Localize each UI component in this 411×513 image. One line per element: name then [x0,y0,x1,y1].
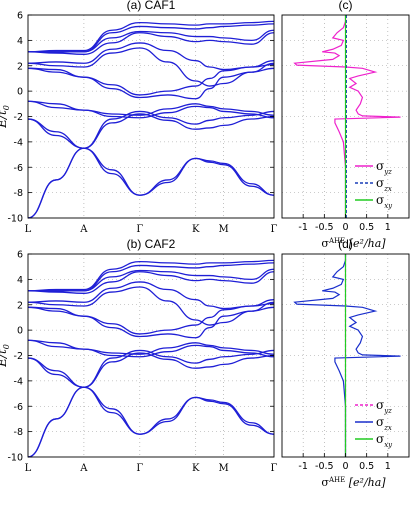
k-point-label: K [192,463,200,474]
k-point-label: Γ [136,463,143,474]
x-tick-label: 0 [342,461,348,472]
x-tick-label: -0.5 [315,461,334,472]
panel-a-band-structure: 6 4 2 0 -2 -4 -6 -8 -10L A Γ K M Γ (a) CAF1 E/t0 [0,0,278,235]
x-tick-label: 0 [342,222,348,233]
k-point-label: Γ [271,463,278,474]
band-line [27,259,275,292]
k-point-label: A [79,224,88,235]
panel-title: (d) [338,237,353,251]
y-tick-label: -4 [14,376,23,387]
band-line [27,23,275,53]
k-point-label: A [79,463,88,474]
band-line [27,349,275,388]
legend-entry-zx: σzx [376,415,392,432]
panel-title: (a) CAF1 [127,0,176,12]
y-axis-label-text: E/t0 [0,105,11,129]
y-tick-label: -2 [14,351,23,362]
band-line [27,339,275,358]
k-point-label: L [25,224,32,235]
y-tick-label: 4 [17,275,23,286]
x-tick-label: 0.5 [359,222,374,233]
band-line [27,386,275,458]
band-line [27,352,275,388]
y-tick-label: 0 [17,87,23,98]
y-tick-label: -8 [14,427,23,438]
band-line [27,42,275,71]
panel-b-band-structure: 6 4 2 0 -2 -4 -6 -8 -10L A Γ K M Γ (b) CAF2 E/t0 [0,237,278,474]
y-tick-label: -10 [7,214,23,225]
y-tick-label: 6 [17,250,23,261]
band-line [27,271,275,294]
y-tick-label: -10 [7,453,23,464]
sigma-yz-curve [293,15,401,218]
band-line [27,63,275,96]
k-point-label: Γ [136,224,143,235]
k-point-label: Γ [271,224,278,235]
band-line [27,110,275,149]
y-tick-label: -8 [14,188,23,199]
y-tick-label: -2 [14,112,23,123]
x-tick-label: 1 [385,461,391,472]
x-tick-label: -0.5 [315,222,334,233]
legend-entry-yz: σyz [376,159,392,176]
k-point-label: M [219,463,229,474]
x-tick-label: -1 [298,222,307,233]
sigma-zx-curve [293,254,401,457]
band-line [27,147,275,219]
band-line [27,286,275,326]
legend-entry-zx: σzx [376,176,392,193]
x-tick-label: 0.5 [359,461,374,472]
panel-title: (c) [339,0,353,12]
y-tick-label: 4 [17,36,23,47]
panel-title: (b) CAF2 [127,237,176,251]
y-tick-label: 6 [17,11,23,22]
band-line [27,113,275,149]
x-tick-label: -1 [298,461,307,472]
k-point-label: K [192,224,200,235]
legend-entry-yz: σyz [376,398,392,415]
band-line [27,100,275,119]
y-tick-label: -4 [14,137,23,148]
band-line [27,281,275,310]
y-tick-label: 2 [17,300,23,311]
k-point-label: M [219,224,229,235]
y-axis-label-text: E/t0 [0,344,11,368]
y-axis-label: E/t0 [0,105,11,129]
legend-entry-xy: σxy [376,193,393,210]
band-line [27,100,275,116]
band-line [27,339,275,355]
band-line [27,386,275,458]
band-line [27,20,275,53]
x-axis-label: σAHE [e²/ha] [321,476,386,489]
band-line [27,302,275,335]
k-point-label: L [25,463,32,474]
band-line [27,147,275,219]
legend-entry-xy: σxy [376,432,393,449]
x-axis-label: σAHE [e²/ha] [321,237,386,250]
y-tick-label: -6 [14,402,23,413]
y-tick-label: 0 [17,326,23,337]
band-line [27,32,275,55]
band-line [28,262,275,292]
y-tick-label: -6 [14,163,23,174]
y-axis-label: E/t0 [0,344,11,368]
x-tick-label: 1 [385,222,391,233]
band-line [27,47,275,87]
y-tick-label: 2 [17,61,23,72]
